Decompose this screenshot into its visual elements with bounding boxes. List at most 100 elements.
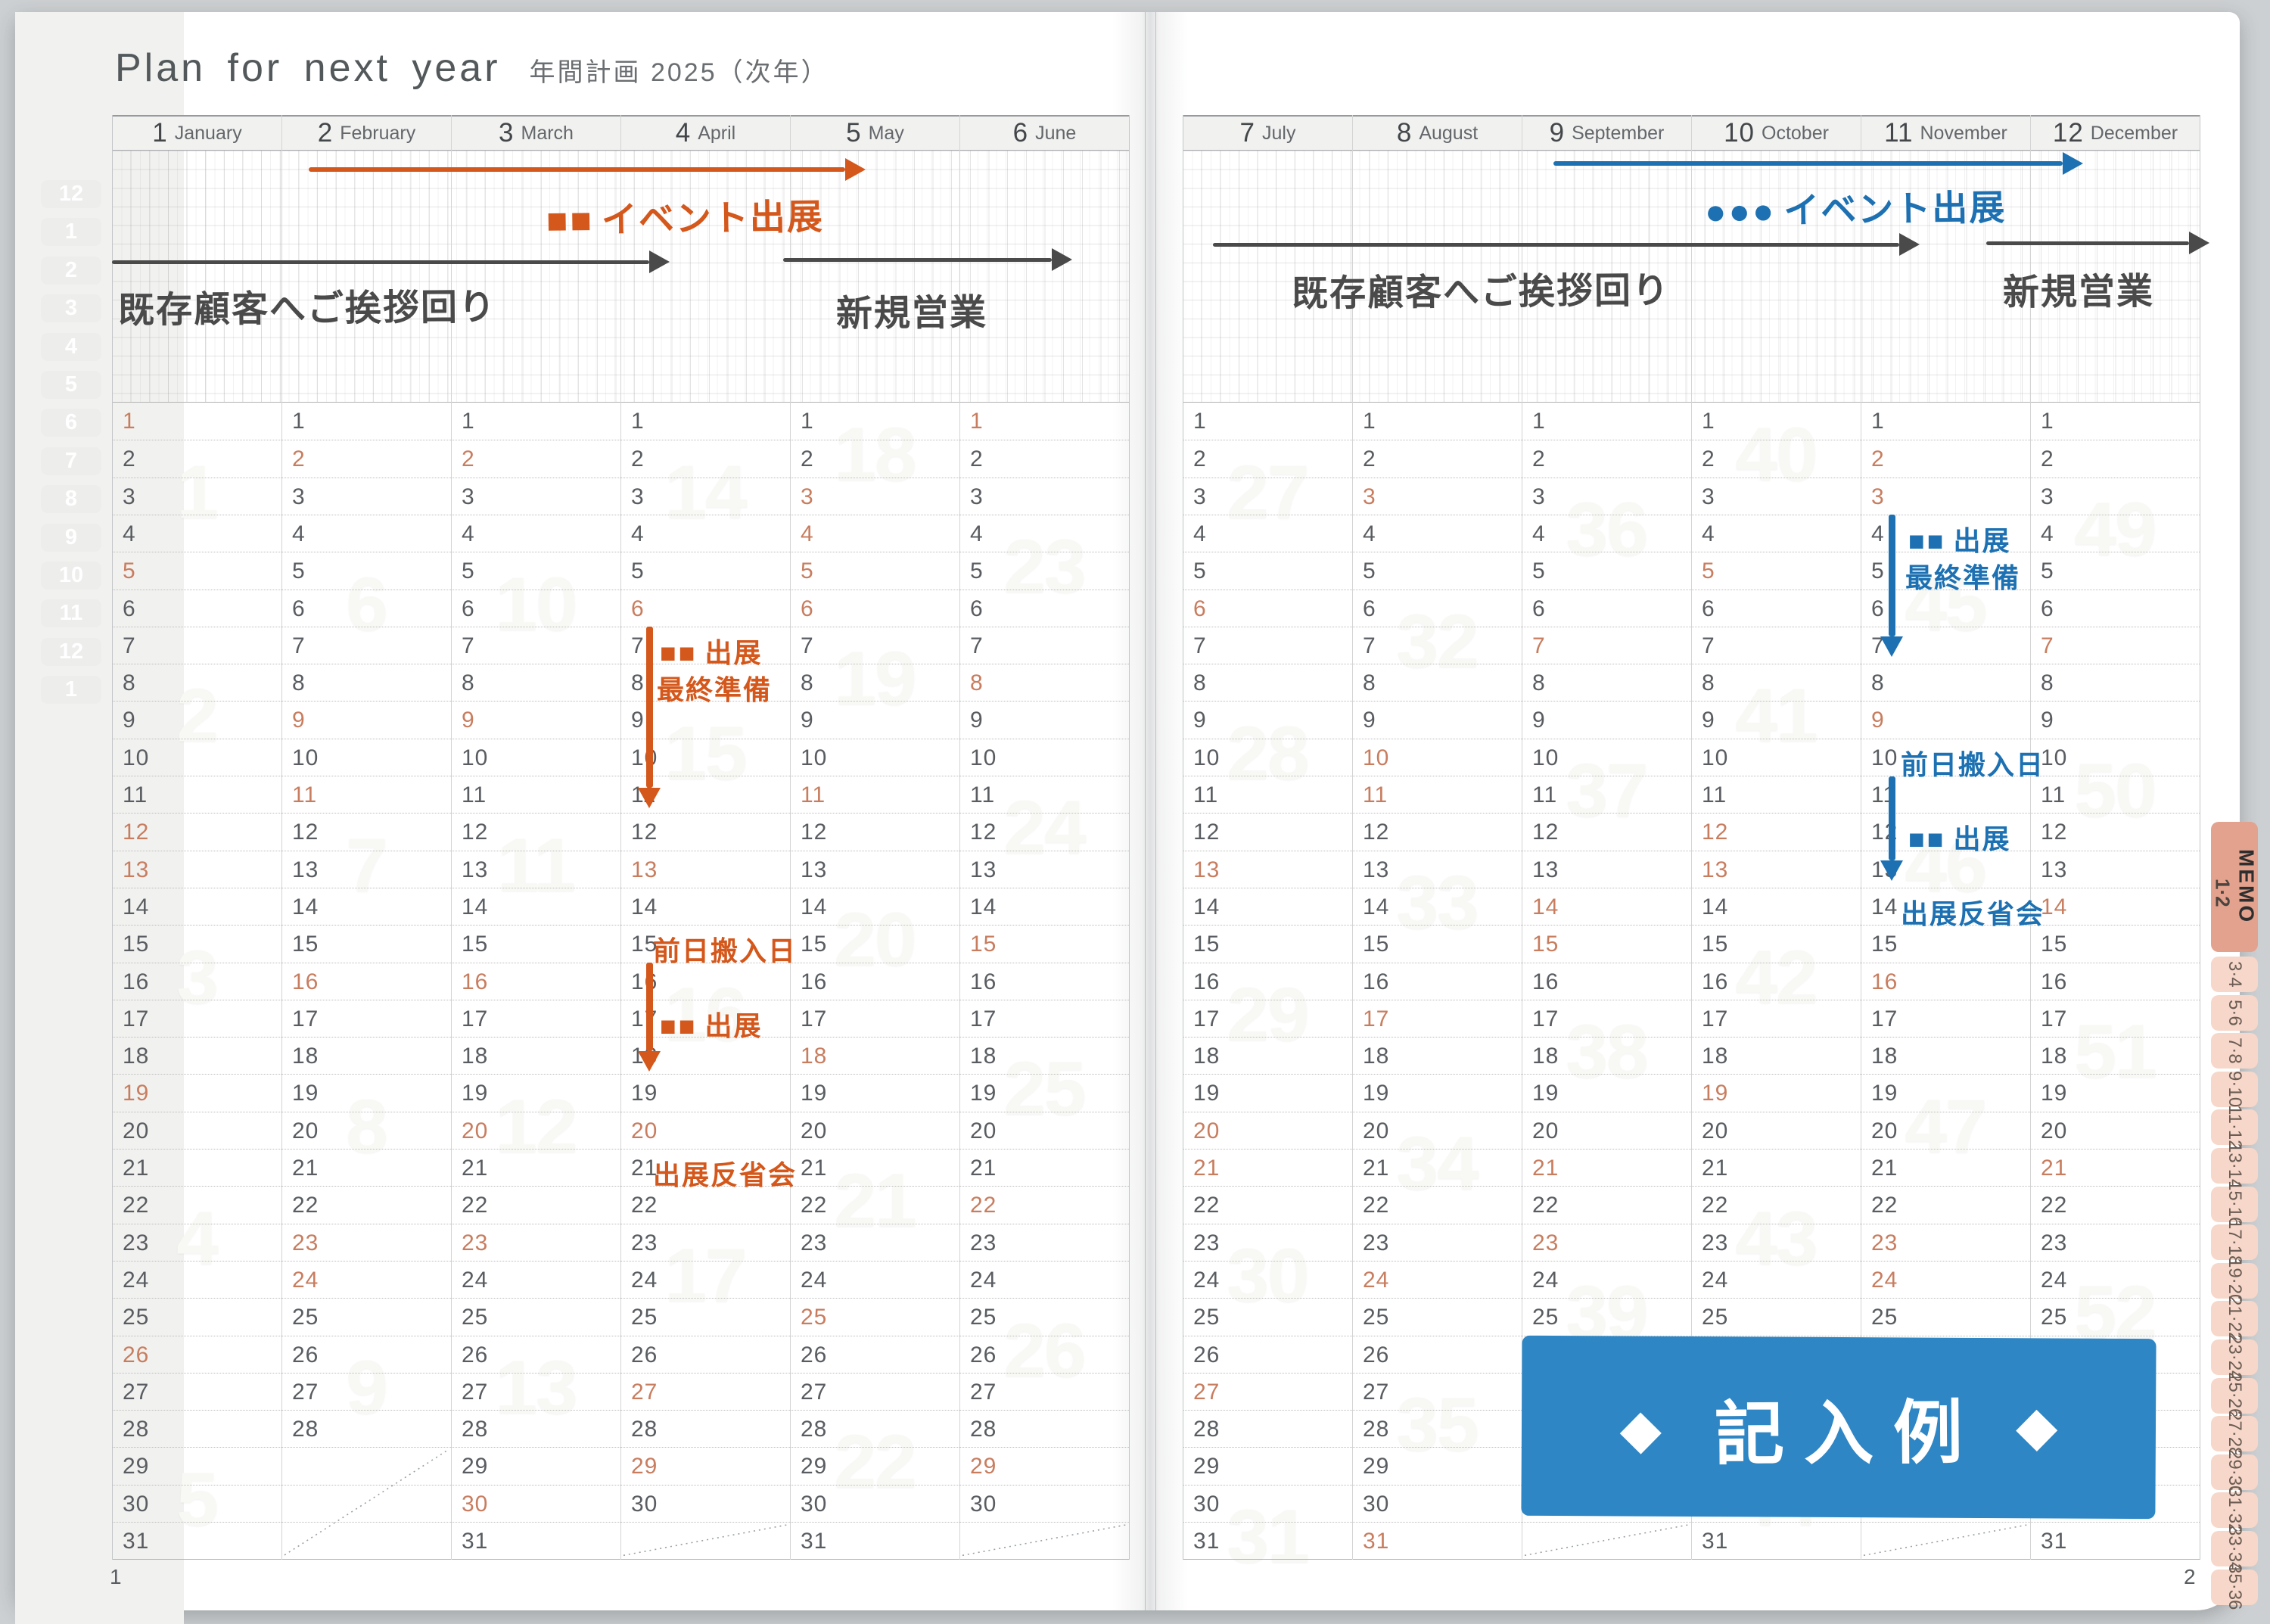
event-squares-icon: ■■ [1908,524,1946,556]
column-rule [790,115,791,1560]
day-cell: 18 [960,1037,1129,1074]
day-cell: 5 [621,552,790,589]
week-tab-3-4: 3·4 [2211,957,2258,992]
week-tab-11-12: 11·12 [2211,1105,2258,1150]
day-cell: 26 [1353,1335,1522,1373]
week-shade [15,982,184,1020]
column-rule [1352,115,1353,1560]
day-cell: 17 [1353,999,1522,1037]
day-cell: 18 [452,1037,620,1074]
diamond-icon: ◆ [2015,1395,2058,1458]
day-cell: 5 [1353,552,1522,589]
column-rule [1691,115,1692,1560]
week-shade [15,1542,184,1579]
day-cell: 17 [1522,999,1691,1037]
month-name: November [1920,122,2007,144]
day-cell: 13 [2031,850,2200,888]
week-number-watermark: 26 [1003,1308,1086,1392]
week-number-watermark: 19 [834,636,916,721]
day-cell: 14 [282,887,451,925]
month-number: 5 [846,118,862,148]
day-cell: 16 [1183,962,1352,1000]
day-cell: 24 [621,1260,790,1298]
week-tab-7-8: 7·8 [2211,1033,2258,1069]
week-tab-13-14: 13·14 [2211,1143,2258,1189]
sample-entry-banner: ◆ 記入例 ◆ [1528,1340,2150,1514]
day-cell: 17 [621,999,790,1037]
day-cell: 22 [621,1186,790,1223]
day-cell: 5 [282,552,451,589]
day-cell: 5 [1522,552,1691,589]
day-cell: 25 [1861,1298,2030,1335]
day-cell: 3 [282,477,451,515]
day-cell: 17 [1861,999,2030,1037]
day-cell: 2 [452,440,620,477]
week-number-watermark: 8 [346,1084,388,1169]
day-cell: 6 [452,589,620,627]
day-cell: 16 [113,962,281,1000]
day-cell: 16 [791,962,959,1000]
day-cell: 31 [113,1522,281,1559]
sample-entry-label: 記入例 [1714,1394,1983,1473]
day-cell: 1 [970,409,984,434]
day-cell: 21 [452,1149,620,1186]
day-cell: 6 [960,589,1129,627]
month-header-june: 6 June [960,117,1129,150]
day-cell: 23 [1861,1223,2030,1261]
day-cell: 16 [1522,962,1691,1000]
day-cell: 25 [1183,1298,1352,1335]
day-cell: 25 [452,1298,620,1335]
month-header-january: 1 January [113,117,281,150]
month-name: December [2090,122,2178,144]
week-shade [15,1504,184,1542]
day-cell: 15 [2031,925,2200,962]
day-cell: 30 [1183,1484,1352,1522]
day-cell: 15 [113,925,281,962]
month-tab-11: 11 [41,599,101,628]
day-cell: 1 [2041,409,2054,434]
month-number: 9 [1549,118,1566,148]
greeting-period-arrow [1213,242,1899,247]
day-cell: 21 [960,1149,1129,1186]
day-cell: 23 [1353,1223,1522,1261]
month-number: 7 [1239,118,1255,148]
page-seam-line [1145,12,1146,1610]
day-cell: 2 [113,440,281,477]
day-cell: 13 [1692,850,1861,888]
day-cell: 13 [113,850,281,888]
week-tab-17-18: 17·18 [2211,1219,2258,1265]
week-tab-35-36: 35·36 [2211,1563,2258,1610]
day-cell: 11 [113,776,281,813]
day-cell: 14 [113,887,281,925]
week-number-watermark: 24 [1003,785,1086,870]
week-shade [15,12,184,50]
day-cell: 16 [452,962,620,1000]
day-cell: 6 [1861,589,2030,627]
day-cell: 3 [791,477,959,515]
review-meeting-note: 出展反省会 [1901,898,2045,929]
event-note: ●●● イベント出展 [1704,187,2007,232]
column-rule [1129,115,1130,1560]
day-cell: 1 [1193,409,1207,434]
move-in-note: 前日搬入日 [1901,748,2045,780]
day-cell: 4 [1692,514,1861,552]
day-cell: 16 [1692,962,1861,1000]
week-number-watermark: 10 [495,562,577,646]
week-number-watermark: 45 [1905,562,1987,646]
month-name: March [521,122,574,144]
day-cell: 7 [621,626,790,664]
day-cell: 21 [2031,1149,2200,1186]
month-header-october: 10 October [1692,117,1861,150]
day-cell: 27 [1183,1372,1352,1410]
month-number: 11 [1884,118,1914,148]
event-squares-icon: ■■ [660,1010,698,1041]
day-cell: 26 [113,1335,281,1373]
page-gutter [1112,12,1188,1610]
day-cell: 8 [960,664,1129,701]
day-cell: 25 [1522,1298,1691,1335]
day-cell: 14 [960,887,1129,925]
day-cell: 18 [1861,1037,2030,1074]
month-number: 8 [1396,118,1413,148]
day-cell: 2 [960,440,1129,477]
month-name: September [1572,122,1665,144]
